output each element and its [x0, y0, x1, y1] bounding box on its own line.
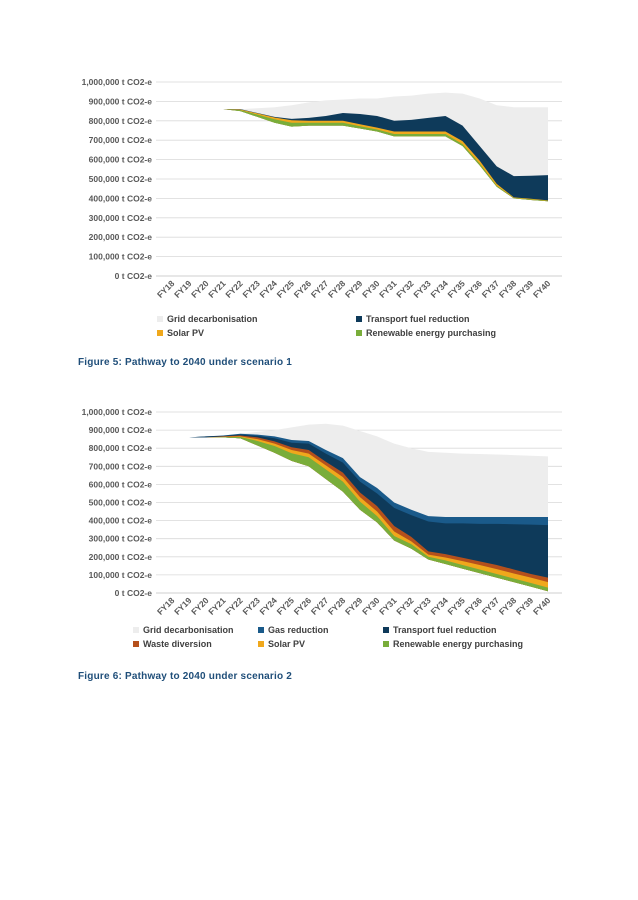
legend-label-transport-fuel-reduction: Transport fuel reduction — [366, 314, 470, 324]
x-tick-label: FY26 — [292, 595, 314, 617]
x-tick-label: FY28 — [326, 278, 348, 300]
x-tick-label: FY24 — [258, 278, 280, 300]
legend-label-solar-pv: Solar PV — [268, 639, 305, 649]
x-tick-label: FY28 — [326, 595, 348, 617]
legend-swatch-gas-reduction — [258, 627, 264, 633]
x-tick-label: FY20 — [189, 278, 211, 300]
legend-label-waste-diversion: Waste diversion — [143, 639, 212, 649]
figure-5-caption: Figure 5: Pathway to 2040 under scenario… — [78, 357, 293, 368]
x-tick-label: FY36 — [463, 278, 485, 300]
x-tick-label: FY36 — [463, 595, 485, 617]
y-tick-label: 1,000,000 t CO2-e — [82, 77, 153, 87]
x-tick-label: FY23 — [240, 278, 262, 300]
x-tick-label: FY29 — [343, 278, 365, 300]
x-tick-label: FY24 — [258, 595, 280, 617]
x-tick-label: FY22 — [223, 595, 245, 617]
x-tick-label: FY35 — [446, 278, 468, 300]
y-tick-label: 0 t CO2-e — [115, 588, 153, 598]
y-tick-label: 900,000 t CO2-e — [89, 425, 153, 435]
x-tick-label: FY23 — [240, 595, 262, 617]
legend-label-solar-pv: Solar PV — [167, 328, 204, 338]
x-tick-label: FY39 — [514, 595, 536, 617]
legend-swatch-renewable-energy-purchasing — [356, 330, 362, 336]
chart-svg: 0 t CO2-e 100,000 t CO2-e 200,000 t CO2-e 3… — [82, 77, 562, 338]
y-tick-label: 100,000 t CO2-e — [89, 570, 153, 580]
x-tick-label: FY26 — [292, 278, 314, 300]
y-tick-label: 700,000 t CO2-e — [89, 461, 153, 471]
y-tick-label: 100,000 t CO2-e — [89, 252, 153, 262]
legend-swatch-waste-diversion — [133, 641, 139, 647]
x-tick-label: FY33 — [411, 595, 433, 617]
legend-swatch-transport-fuel-reduction — [356, 316, 362, 322]
x-tick-label: FY38 — [497, 595, 519, 617]
x-tick-label: FY31 — [377, 595, 399, 617]
legend-swatch-solar-pv — [258, 641, 264, 647]
y-tick-label: 200,000 t CO2-e — [89, 232, 153, 242]
x-tick-label: FY40 — [531, 595, 553, 617]
x-tick-label: FY18 — [155, 595, 177, 617]
area-transport-fuel-reduction — [172, 434, 548, 592]
area-transport-fuel-reduction — [172, 109, 548, 202]
x-tick-label: FY29 — [343, 595, 365, 617]
legend-label-grid-decarbonisation: Grid decarbonisation — [167, 314, 258, 324]
y-tick-label: 900,000 t CO2-e — [89, 96, 153, 106]
x-tick-label: FY25 — [275, 278, 297, 300]
x-tick-label: FY35 — [446, 595, 468, 617]
area-solar-pv — [172, 436, 548, 592]
y-tick-label: 800,000 t CO2-e — [89, 443, 153, 453]
legend-label-renewable-energy-purchasing: Renewable energy purchasing — [366, 328, 496, 338]
area-grid-decarbonisation — [172, 92, 548, 202]
scenario-2-pathway-chart: 0 t CO2-e 100,000 t CO2-e 200,000 t CO2-e 3… — [0, 398, 638, 660]
x-tick-label: FY19 — [172, 278, 194, 300]
x-tick-label: FY21 — [206, 278, 228, 300]
legend-label-gas-reduction: Gas reduction — [268, 625, 329, 635]
y-tick-label: 500,000 t CO2-e — [89, 498, 153, 508]
legend-label-grid-decarbonisation: Grid decarbonisation — [143, 625, 234, 635]
x-tick-label: FY39 — [514, 278, 536, 300]
x-tick-label: FY37 — [480, 278, 502, 300]
figure-6-caption: Figure 6: Pathway to 2040 under scenario… — [78, 671, 293, 682]
x-tick-label: FY19 — [172, 595, 194, 617]
x-tick-label: FY31 — [377, 278, 399, 300]
y-tick-label: 0 t CO2-e — [115, 271, 153, 281]
chart-svg: 0 t CO2-e 100,000 t CO2-e 200,000 t CO2-e 3… — [82, 407, 562, 649]
legend-swatch-grid-decarbonisation — [133, 627, 139, 633]
x-tick-label: FY30 — [360, 595, 382, 617]
x-tick-label: FY25 — [275, 595, 297, 617]
x-tick-label: FY30 — [360, 278, 382, 300]
x-tick-label: FY21 — [206, 595, 228, 617]
y-tick-label: 400,000 t CO2-e — [89, 516, 153, 526]
legend-swatch-transport-fuel-reduction — [383, 627, 389, 633]
x-tick-label: FY18 — [155, 278, 177, 300]
y-tick-label: 400,000 t CO2-e — [89, 193, 153, 203]
y-tick-label: 800,000 t CO2-e — [89, 116, 153, 126]
y-tick-label: 300,000 t CO2-e — [89, 213, 153, 223]
x-tick-label: FY32 — [394, 595, 416, 617]
y-tick-label: 600,000 t CO2-e — [89, 155, 153, 165]
y-tick-label: 300,000 t CO2-e — [89, 534, 153, 544]
scenario-1-pathway-chart: 0 t CO2-e 100,000 t CO2-e 200,000 t CO2-e 3… — [0, 68, 638, 348]
x-tick-label: FY38 — [497, 278, 519, 300]
legend-swatch-renewable-energy-purchasing — [383, 641, 389, 647]
x-tick-label: FY22 — [223, 278, 245, 300]
legend-swatch-solar-pv — [157, 330, 163, 336]
x-tick-label: FY40 — [531, 278, 553, 300]
x-tick-label: FY33 — [411, 278, 433, 300]
x-tick-label: FY27 — [309, 595, 331, 617]
legend-swatch-grid-decarbonisation — [157, 316, 163, 322]
y-tick-label: 700,000 t CO2-e — [89, 135, 153, 145]
x-tick-label: FY34 — [428, 595, 450, 617]
y-tick-label: 200,000 t CO2-e — [89, 552, 153, 562]
x-tick-label: FY34 — [428, 278, 450, 300]
legend-label-transport-fuel-reduction: Transport fuel reduction — [393, 625, 497, 635]
legend-label-renewable-energy-purchasing: Renewable energy purchasing — [393, 639, 523, 649]
x-tick-label: FY27 — [309, 278, 331, 300]
x-tick-label: FY32 — [394, 278, 416, 300]
y-tick-label: 600,000 t CO2-e — [89, 479, 153, 489]
y-tick-label: 500,000 t CO2-e — [89, 174, 153, 184]
y-tick-label: 1,000,000 t CO2-e — [82, 407, 153, 417]
x-tick-label: FY20 — [189, 595, 211, 617]
x-tick-label: FY37 — [480, 595, 502, 617]
area-renewable-energy-purchasing — [172, 109, 548, 202]
